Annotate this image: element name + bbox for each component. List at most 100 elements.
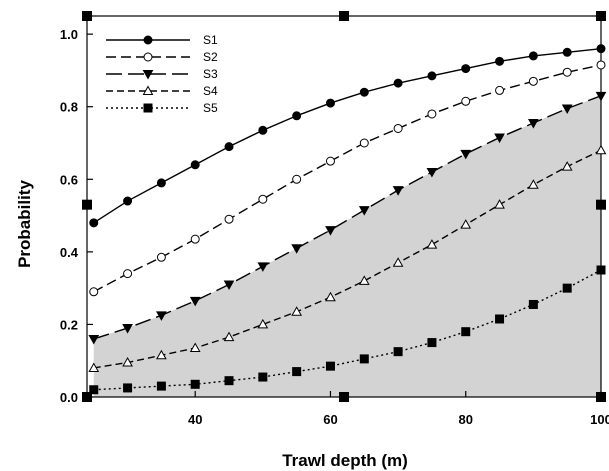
y-tick-label: 0.2 bbox=[60, 317, 78, 332]
legend: S1 S2 S3 S4 S5 bbox=[106, 33, 218, 115]
data-point-s2 bbox=[596, 60, 606, 70]
y-tick-label: 0.0 bbox=[60, 390, 78, 405]
legend-label-s1: S1 bbox=[203, 33, 218, 47]
x-axis-label: Trawl depth (m) bbox=[282, 451, 408, 470]
data-point-s5 bbox=[258, 372, 268, 382]
data-point-s2 bbox=[190, 234, 200, 244]
y-axis-label: Probability bbox=[15, 180, 34, 268]
data-point-s3 bbox=[156, 311, 167, 321]
data-point-s2 bbox=[461, 96, 471, 106]
data-point-s2 bbox=[156, 252, 166, 262]
data-point-s3 bbox=[325, 226, 336, 236]
y-tick-label: 0.6 bbox=[60, 172, 78, 187]
data-point-s4 bbox=[426, 239, 438, 249]
data-point-s2 bbox=[495, 85, 505, 95]
legend-item-s2: S2 bbox=[106, 50, 218, 64]
legend-label-s2: S2 bbox=[203, 50, 218, 64]
data-point-s4 bbox=[460, 219, 472, 229]
series-s2 bbox=[89, 60, 606, 297]
data-point-s3 bbox=[392, 186, 404, 196]
data-point-s1 bbox=[393, 78, 403, 88]
series-layer bbox=[88, 44, 607, 395]
data-point-s3 bbox=[561, 104, 573, 115]
legend-label-s5: S5 bbox=[203, 101, 218, 115]
data-point-s5 bbox=[89, 385, 99, 395]
legend-marker-s5 bbox=[143, 103, 153, 113]
frame-marker bbox=[339, 11, 349, 21]
data-point-s5 bbox=[393, 347, 403, 357]
shaded-region bbox=[93, 95, 602, 397]
data-point-s5 bbox=[156, 381, 166, 391]
data-point-s2 bbox=[258, 194, 268, 204]
x-tick-label: 40 bbox=[188, 412, 202, 427]
data-point-s2 bbox=[325, 156, 335, 166]
series-line-s5 bbox=[93, 269, 602, 391]
data-point-s5 bbox=[325, 361, 335, 371]
data-point-s2 bbox=[562, 67, 572, 77]
data-point-s1 bbox=[292, 111, 302, 121]
data-point-s5 bbox=[224, 376, 234, 386]
legend-marker-s3 bbox=[142, 70, 154, 80]
data-point-s1 bbox=[224, 142, 234, 152]
data-point-s3 bbox=[460, 149, 472, 160]
data-point-s3 bbox=[291, 244, 303, 254]
data-point-s1 bbox=[325, 98, 335, 108]
data-point-s5 bbox=[292, 367, 302, 377]
series-line-s3 bbox=[93, 95, 602, 340]
data-point-s1 bbox=[190, 160, 200, 170]
data-point-s4 bbox=[122, 357, 133, 367]
data-point-s3 bbox=[257, 262, 269, 272]
series-s4 bbox=[88, 144, 607, 372]
frame-marker bbox=[596, 11, 606, 21]
legend-label-s3: S3 bbox=[203, 67, 218, 81]
frame-marker bbox=[82, 199, 92, 210]
data-point-s4 bbox=[189, 342, 201, 353]
frame-marker bbox=[339, 392, 349, 402]
data-point-s4 bbox=[257, 318, 269, 329]
data-point-s3 bbox=[223, 280, 235, 291]
legend-marker-s1 bbox=[143, 35, 153, 45]
data-point-s3 bbox=[595, 91, 607, 102]
data-point-s1 bbox=[89, 218, 99, 228]
x-tick-label: 80 bbox=[459, 412, 473, 427]
data-point-s5 bbox=[190, 379, 200, 389]
data-point-s4 bbox=[223, 331, 235, 342]
data-point-s1 bbox=[359, 87, 369, 97]
data-point-s2 bbox=[123, 269, 133, 279]
data-point-s2 bbox=[89, 287, 99, 297]
data-point-s5 bbox=[427, 338, 437, 348]
data-point-s4 bbox=[392, 257, 404, 267]
data-point-s5 bbox=[596, 265, 606, 275]
data-point-s1 bbox=[528, 51, 538, 61]
data-point-s1 bbox=[495, 56, 505, 66]
data-point-s4 bbox=[358, 275, 370, 285]
legend-marker-s4 bbox=[142, 85, 154, 95]
data-point-s2 bbox=[528, 76, 538, 86]
y-tick-label: 1.0 bbox=[60, 27, 78, 42]
shaded-region-layer bbox=[93, 95, 602, 397]
data-point-s5 bbox=[495, 314, 505, 324]
series-line-s2 bbox=[93, 64, 602, 293]
legend-item-s3: S3 bbox=[106, 67, 218, 81]
x-tick-label: 60 bbox=[323, 412, 337, 427]
data-point-s4 bbox=[528, 179, 539, 189]
data-point-s3 bbox=[122, 324, 133, 334]
data-point-s5 bbox=[562, 283, 572, 293]
data-point-s1 bbox=[258, 125, 268, 135]
data-point-s4 bbox=[561, 161, 573, 171]
data-point-s3 bbox=[88, 334, 100, 345]
data-point-s4 bbox=[156, 349, 167, 360]
legend-marker-s2 bbox=[143, 52, 153, 62]
data-point-s5 bbox=[123, 383, 133, 393]
data-point-s1 bbox=[123, 196, 133, 206]
data-point-s1 bbox=[427, 71, 437, 81]
frame-marker bbox=[596, 199, 606, 210]
tick-label-layer: 0.0 0.2 0.4 0.6 0.8 1.0 40 60 80 100 bbox=[60, 27, 609, 427]
data-point-s4 bbox=[291, 306, 303, 316]
data-point-s4 bbox=[325, 291, 336, 302]
legend-item-s5: S5 bbox=[106, 101, 218, 115]
data-point-s5 bbox=[461, 327, 471, 337]
y-tick-label: 0.8 bbox=[60, 100, 78, 115]
data-point-s5 bbox=[359, 354, 369, 364]
